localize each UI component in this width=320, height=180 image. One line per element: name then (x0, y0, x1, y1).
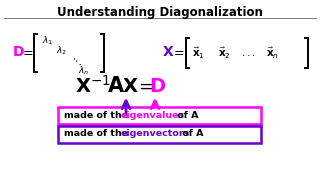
Text: $\vec{\mathbf{x}}_1$: $\vec{\mathbf{x}}_1$ (192, 45, 204, 61)
Text: $=$: $=$ (171, 46, 185, 58)
Text: made of the: made of the (64, 129, 132, 138)
Text: $\mathbf{D}$: $\mathbf{D}$ (12, 45, 24, 59)
Text: of A: of A (179, 129, 204, 138)
Text: $\vec{\mathbf{x}}_2$: $\vec{\mathbf{x}}_2$ (218, 45, 230, 61)
Text: $\lambda_n$: $\lambda_n$ (78, 65, 89, 77)
Text: $\vec{\mathbf{x}}_n$: $\vec{\mathbf{x}}_n$ (266, 45, 278, 61)
Text: $=$: $=$ (20, 46, 34, 58)
Text: $\mathbf{X}$: $\mathbf{X}$ (162, 45, 174, 59)
Text: eigenvectors: eigenvectors (121, 129, 190, 138)
Text: $\mathbf{X}^{-1}$: $\mathbf{X}^{-1}$ (75, 75, 111, 97)
Text: $=$: $=$ (135, 77, 154, 95)
FancyBboxPatch shape (58, 107, 260, 123)
Text: eigenvalues: eigenvalues (121, 111, 185, 120)
Text: $\lambda_1$: $\lambda_1$ (42, 35, 53, 47)
Text: $\mathbf{D}$: $\mathbf{D}$ (149, 76, 166, 96)
Text: of A: of A (174, 111, 198, 120)
Text: $\lambda_2$: $\lambda_2$ (56, 45, 67, 57)
FancyBboxPatch shape (58, 125, 260, 143)
Text: made of the: made of the (64, 111, 132, 120)
Text: $\cdot\!\cdot\!\cdot$: $\cdot\!\cdot\!\cdot$ (69, 53, 85, 69)
Text: $\mathbf{A}$: $\mathbf{A}$ (107, 76, 125, 96)
Text: $\mathbf{X}$: $\mathbf{X}$ (122, 76, 139, 96)
Text: $...$: $...$ (241, 48, 255, 58)
Text: Understanding Diagonalization: Understanding Diagonalization (57, 6, 263, 19)
